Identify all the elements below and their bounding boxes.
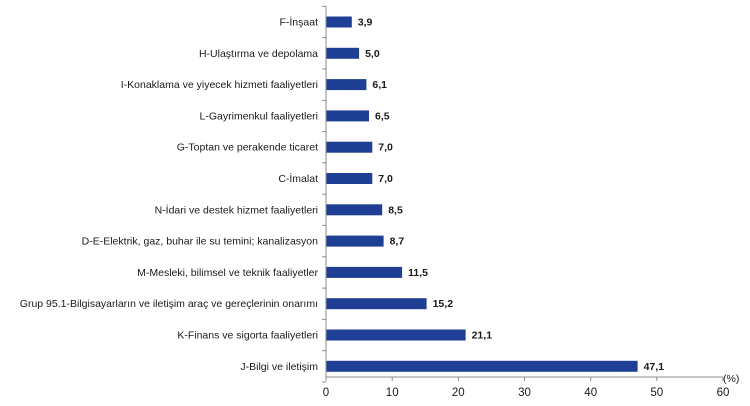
data-label: 6,1 — [372, 79, 387, 91]
bar — [326, 110, 369, 122]
data-labels: 3,9 5,0 6,1 6,5 7,0 7,0 8,5 8,7 11,5 15,2 21,1 47,1 — [358, 17, 664, 373]
category-label: D-E-Elektrik, gaz, buhar ile su temini; … — [82, 236, 319, 248]
bar — [326, 79, 367, 91]
data-label: 8,5 — [388, 204, 403, 216]
category-label: M-Mesleki, bilimsel ve teknik faaliyetle… — [137, 267, 318, 279]
data-label: 21,1 — [472, 330, 493, 342]
bar — [326, 360, 638, 372]
category-label: G-Toptan ve perakende ticaret — [177, 142, 318, 154]
category-label: I-Konaklama ve yiyecek hizmeti faaliyetl… — [121, 79, 318, 91]
data-label: 8,7 — [390, 236, 405, 248]
category-label: J-Bilgi ve iletişim — [240, 361, 318, 373]
bar — [326, 266, 403, 278]
x-tick-label: 50 — [650, 387, 663, 399]
x-tick-label: 40 — [584, 387, 597, 399]
x-axis-unit-label: (%) — [723, 373, 739, 385]
bar — [326, 141, 373, 153]
category-label: K-Finans ve sigorta faaliyetleri — [177, 330, 318, 342]
data-label: 47,1 — [644, 361, 665, 373]
bar — [326, 298, 427, 310]
bar — [326, 47, 360, 59]
category-label: Grup 95.1-Bilgisayarların ve iletişim ar… — [20, 298, 318, 310]
x-tick-label: 30 — [518, 387, 531, 399]
data-label: 11,5 — [408, 267, 428, 279]
category-label: C-İmalat — [278, 172, 318, 185]
data-label: 7,0 — [378, 173, 393, 185]
data-label: 5,0 — [365, 48, 380, 60]
x-axis: 0 10 20 30 40 50 60 — [322, 5, 730, 399]
category-label: N-İdari ve destek hizmet faaliyetleri — [155, 203, 318, 216]
bar — [326, 235, 384, 247]
bar — [326, 173, 373, 184]
category-labels: F-İnşaat H-Ulaştırma ve depolama I-Konakla… — [20, 16, 319, 373]
category-label: F-İnşaat — [279, 16, 318, 29]
data-label: 3,9 — [358, 17, 373, 29]
x-tick-label: 10 — [386, 387, 399, 399]
bar — [326, 16, 352, 28]
bars-group — [326, 16, 638, 372]
x-tick-label: 0 — [323, 387, 329, 399]
x-tick-label: 20 — [452, 387, 465, 399]
x-tick-label: 60 — [717, 387, 730, 399]
data-label: 15,2 — [433, 298, 454, 310]
category-label: H-Ulaştırma ve depolama — [199, 48, 318, 60]
data-label: 7,0 — [378, 142, 393, 154]
category-label: L-Gayrimenkul faaliyetleri — [200, 110, 318, 122]
bar — [326, 204, 383, 216]
bar — [326, 329, 466, 341]
data-label: 6,5 — [375, 110, 390, 122]
